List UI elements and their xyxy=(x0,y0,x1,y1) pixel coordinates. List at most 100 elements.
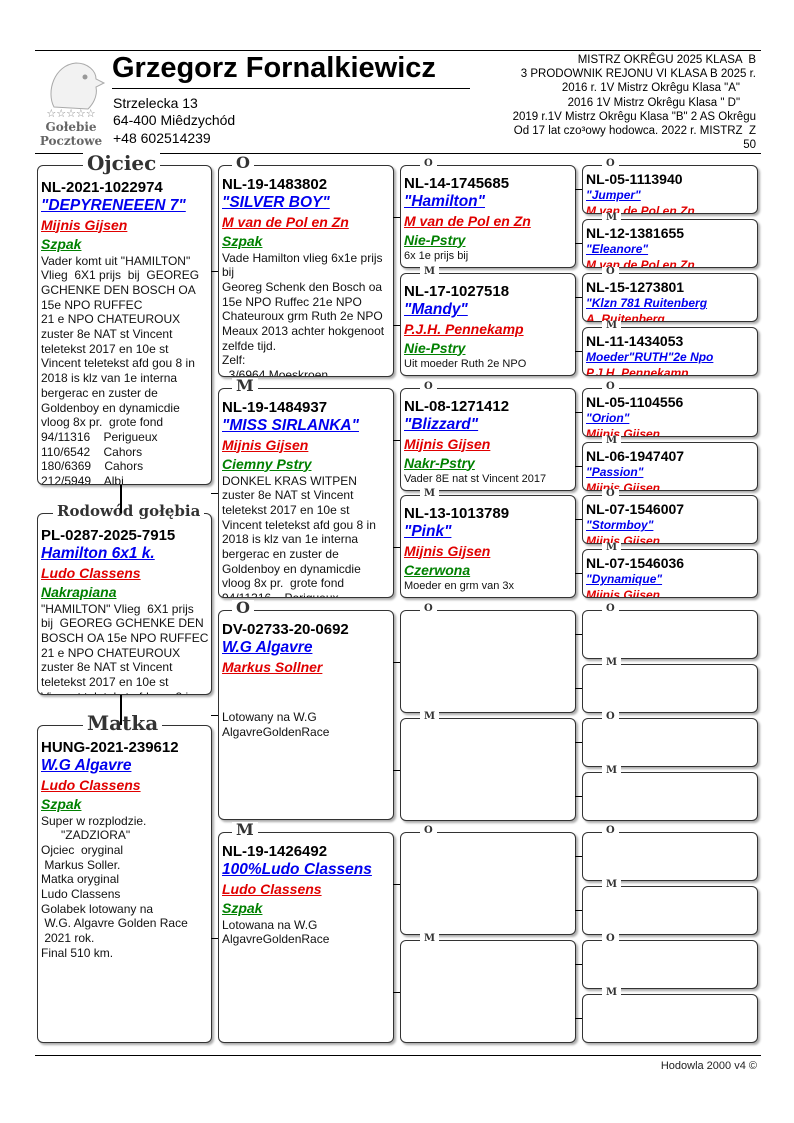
connector-line xyxy=(393,884,400,885)
pigeon-card[interactable] xyxy=(400,718,576,821)
pigeon-card[interactable]: NL-07-1546036 "Dynamique" Mijnis Gijsen xyxy=(582,549,758,598)
note-line: 21 e NPO CHATEUROUX xyxy=(41,312,181,327)
pigeon-name: "Klzn 781 Ruitenberg xyxy=(586,296,708,310)
note-line: Meaux 2013 achter hokgenoot xyxy=(222,324,385,339)
connector-line xyxy=(575,1018,582,1019)
pigeon-card[interactable]: NL-07-1546007 "Stormboy" Mijnis Gijsen xyxy=(582,495,758,544)
note-line: W.G. Algavre Golden Race xyxy=(41,916,188,931)
connector-line xyxy=(120,695,122,725)
plumage-color: Nakrapiana xyxy=(41,583,117,600)
pigeon-card[interactable]: NL-13-1013789 "Pink" Mijnis Gijsen Czerwona… xyxy=(400,495,576,598)
pigeon-card[interactable] xyxy=(582,610,758,659)
breeder-name: M van de Pol en Zn xyxy=(586,204,695,214)
footer-credit: Hodowla 2000 v4 © xyxy=(660,1060,757,1072)
pigeon-card[interactable]: NL-11-1434053 Moeder"RUTH"2e Npo P.J.H. Pe… xyxy=(582,327,758,376)
ring-number: NL-07-1546036 xyxy=(586,555,685,571)
note-line: bergerac en zuster de xyxy=(222,547,339,562)
pigeon-card[interactable]: NL-14-1745685 "Hamilton" M van de Pol en Z… xyxy=(400,165,576,268)
breeder-name: M van de Pol en Zn xyxy=(404,212,531,229)
spacer xyxy=(222,677,390,696)
connector-line xyxy=(575,796,582,797)
note-line: vloog 8x pr. grote fond xyxy=(222,576,345,591)
pigeon-card[interactable]: NL-15-1273801 "Klzn 781 Ruitenberg A. Ruit… xyxy=(582,273,758,322)
pigeon-card[interactable]: NL-19-1426492 100%Ludo Classens Ludo Class… xyxy=(218,832,394,1043)
pigeon-card[interactable]: NL-12-1381655 "Eleanore" M van de Pol en Z… xyxy=(582,219,758,268)
connector-line xyxy=(211,493,218,494)
breeder-name: Ludo Classens xyxy=(41,776,141,793)
connector-line xyxy=(575,297,582,298)
plumage-color: Szpak xyxy=(41,235,82,252)
pigeon-card[interactable] xyxy=(582,718,758,767)
note-line: 94/11316 Perigueux xyxy=(222,591,390,597)
pigeon-card[interactable] xyxy=(582,664,758,713)
pigeon-card[interactable]: NL-05-1113940 "Jumper" M van de Pol en Zn xyxy=(582,165,758,214)
note-line: Vincent teletekst afd gou 8 in xyxy=(222,517,376,532)
connector-line xyxy=(575,189,582,190)
pigeon-notes: DONKEL KRAS WITPEN zuster 8e NAT st Vince… xyxy=(222,474,390,598)
pigeon-card[interactable] xyxy=(582,886,758,935)
connector-line xyxy=(120,485,122,513)
plumage-color: Nie-Pstry xyxy=(404,231,466,248)
pigeon-notes: Vader komt uit "HAMILTON" Vlieg 6X1 prijs… xyxy=(41,254,208,485)
ring-number: NL-15-1273801 xyxy=(586,279,685,295)
address-phone: +48 602514239 xyxy=(113,130,211,146)
note-line xyxy=(222,696,390,711)
note-line: zuster 8e NAT st Vincent xyxy=(222,488,354,503)
pigeon-card[interactable] xyxy=(582,832,758,881)
note-line: Lotowany na W.G xyxy=(222,710,317,725)
pigeon-card[interactable]: NL-19-1483802 "SILVER BOY" M van de Pol en… xyxy=(218,165,394,377)
breeder-name: Mijnis Gijsen xyxy=(586,481,661,491)
pigeon-name: W.G Algavre xyxy=(41,757,132,774)
note-line: 21 e NPO CHATEUROUX xyxy=(41,645,181,660)
connector-line xyxy=(393,325,400,326)
svg-text:Pocztowe: Pocztowe xyxy=(40,134,103,147)
connector-line xyxy=(393,770,400,771)
pigeon-card[interactable] xyxy=(400,940,576,1043)
honor-line: 2016 1V Mistrz Okrêgu Klasa " D" xyxy=(567,96,756,109)
address-city: 64-400 Miêdzychód xyxy=(113,112,236,128)
pigeon-card[interactable] xyxy=(400,832,576,935)
note-line: "HAMILTON" Vlieg 6X1 prijs xyxy=(41,601,194,616)
note-line: Markus Soller. xyxy=(41,857,121,872)
pigeon-card[interactable] xyxy=(400,610,576,713)
plumage-color: Szpak xyxy=(41,795,82,812)
pigeon-card[interactable]: NL-08-1271412 "Blizzard" Mijnis Gijsen Nakr… xyxy=(400,388,576,491)
pigeon-name: "Blizzard" xyxy=(404,416,479,433)
pigeon-card[interactable]: HUNG-2021-239612 W.G Algavre Ludo Classens… xyxy=(37,725,212,1043)
pigeon-name: "Passion" xyxy=(586,465,644,479)
pigeon-card[interactable]: DV-02733-20-0692 W.G Algavre Markus Sollne… xyxy=(218,610,394,820)
card-label: O xyxy=(420,825,437,836)
pigeon-name: "Dynamique" xyxy=(586,572,663,586)
pigeon-notes: Super w rozplodzie. "ZADZIORA" Ojciec ory… xyxy=(41,814,208,961)
pigeon-card[interactable]: NL-17-1027518 "Mandy" P.J.H. Pennekamp Nie-… xyxy=(400,273,576,376)
pigeon-card[interactable]: NL-2021-1022974 "DEPYRENEEEN 7" Mijnis Gij… xyxy=(37,165,212,485)
pigeon-card[interactable]: NL-05-1104556 "Orion" Mijnis Gijsen xyxy=(582,388,758,437)
note-line: 212/5949 Albi xyxy=(41,474,124,485)
pigeon-card[interactable]: NL-06-1947407 "Passion" Mijnis Gijsen xyxy=(582,442,758,491)
breeder-name: P.J.H. Pennekamp xyxy=(586,366,689,376)
pigeon-card[interactable] xyxy=(582,994,758,1043)
card-label: O xyxy=(602,158,619,169)
card-label: M xyxy=(232,822,258,839)
note-line: 2021 rok. xyxy=(41,931,95,946)
pigeon-name: "DEPYRENEEEN 7" xyxy=(41,197,186,214)
pigeon-card[interactable] xyxy=(582,772,758,821)
note-line: teletekst 2017 en 10e st xyxy=(222,502,350,517)
connector-line xyxy=(575,466,582,467)
card-label: M xyxy=(602,765,622,776)
pigeon-card[interactable]: PL-0287-2025-7915 Hamilton 6x1 k. Ludo Cla… xyxy=(37,513,212,695)
note-line: Vincent teletekst afd gou 8 in xyxy=(41,356,195,371)
connector-line xyxy=(575,856,582,857)
ring-number: NL-19-1483802 xyxy=(222,176,328,193)
pigeon-head-icon: ☆☆☆☆☆ Gołebie Pocztowe xyxy=(40,62,106,148)
address-street: Strzelecka 13 xyxy=(113,95,198,111)
connector-line xyxy=(575,573,582,574)
pigeon-notes: "HAMILTON" Vlieg 6X1 prijs bij GEOREG GCH… xyxy=(41,601,208,695)
plumage-color: Szpak xyxy=(222,232,263,249)
pigeon-notes: Lotowana na W.G AlgavreGoldenRace xyxy=(222,918,390,947)
pigeon-card[interactable]: NL-19-1484937 "MISS SIRLANKA" Mijnis Gijse… xyxy=(218,388,394,598)
pigeon-card[interactable] xyxy=(582,940,758,989)
card-label: M xyxy=(420,711,440,722)
note-line: vloog 8x pr. grote fond xyxy=(41,415,164,430)
ring-number: NL-07-1546007 xyxy=(586,501,685,517)
